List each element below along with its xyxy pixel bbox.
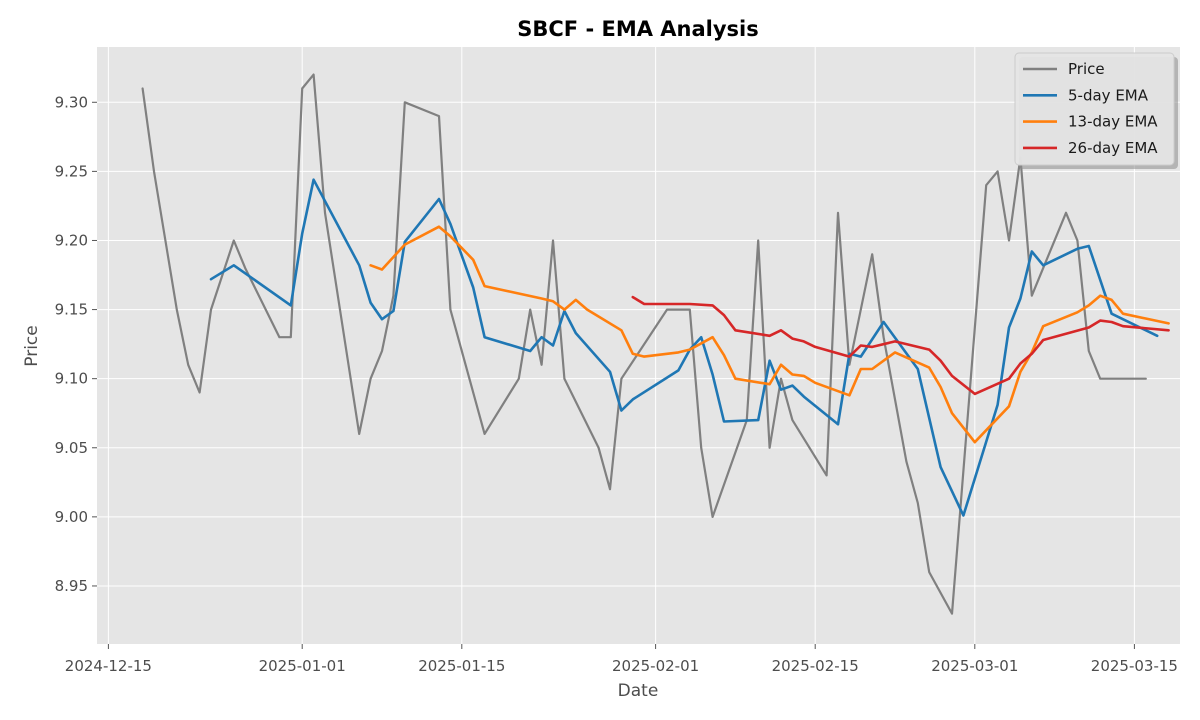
legend-label-26-day-ema: 26-day EMA: [1068, 139, 1158, 157]
y-axis-title: Price: [22, 325, 42, 366]
legend-label-5-day-ema: 5-day EMA: [1068, 86, 1149, 104]
y-tick-label: 9.10: [55, 370, 88, 388]
x-tick-label: 2025-03-01: [931, 657, 1018, 675]
x-tick-label: 2025-01-01: [259, 657, 346, 675]
y-tick-label: 8.95: [55, 577, 88, 595]
series-line-26-day-ema: [631, 295, 1170, 396]
legend-box: [1014, 52, 1175, 166]
y-tick-label: 9.30: [55, 93, 88, 111]
y-axis-ticks: 8.95 9.00 9.05 9.10 9.15 9.20 9.25 9.30: [55, 93, 97, 595]
x-tick-label: 2025-01-15: [418, 657, 505, 675]
grid: [97, 47, 1180, 644]
series-line-5-day-ema: [209, 178, 1159, 517]
y-tick-label: 9.20: [55, 231, 88, 249]
x-axis-title: Date: [618, 681, 659, 701]
chart-title: SBCF - EMA Analysis: [517, 17, 759, 41]
x-tick-label: 2025-03-15: [1091, 657, 1178, 675]
y-tick-label: 9.15: [55, 301, 88, 319]
x-axis-ticks: 2024-12-15 2025-01-01 2025-01-15 2025-02-01…: [65, 644, 1178, 675]
legend-label-price: Price: [1068, 60, 1105, 78]
x-tick-label: 2025-02-01: [612, 657, 699, 675]
x-tick-label: 2025-02-15: [772, 657, 859, 675]
series-line-price: [141, 73, 1147, 615]
legend-label-13-day-ema: 13-day EMA: [1068, 113, 1158, 131]
series-lines: [141, 73, 1170, 615]
legend: Price 5-day EMA 13-day EMA 26-day EMA: [1014, 52, 1178, 169]
x-tick-label: 2024-12-15: [65, 657, 152, 675]
y-tick-label: 9.00: [55, 508, 88, 526]
y-tick-label: 9.25: [55, 162, 88, 180]
y-tick-label: 9.05: [55, 439, 88, 457]
plot-area: [97, 47, 1180, 644]
